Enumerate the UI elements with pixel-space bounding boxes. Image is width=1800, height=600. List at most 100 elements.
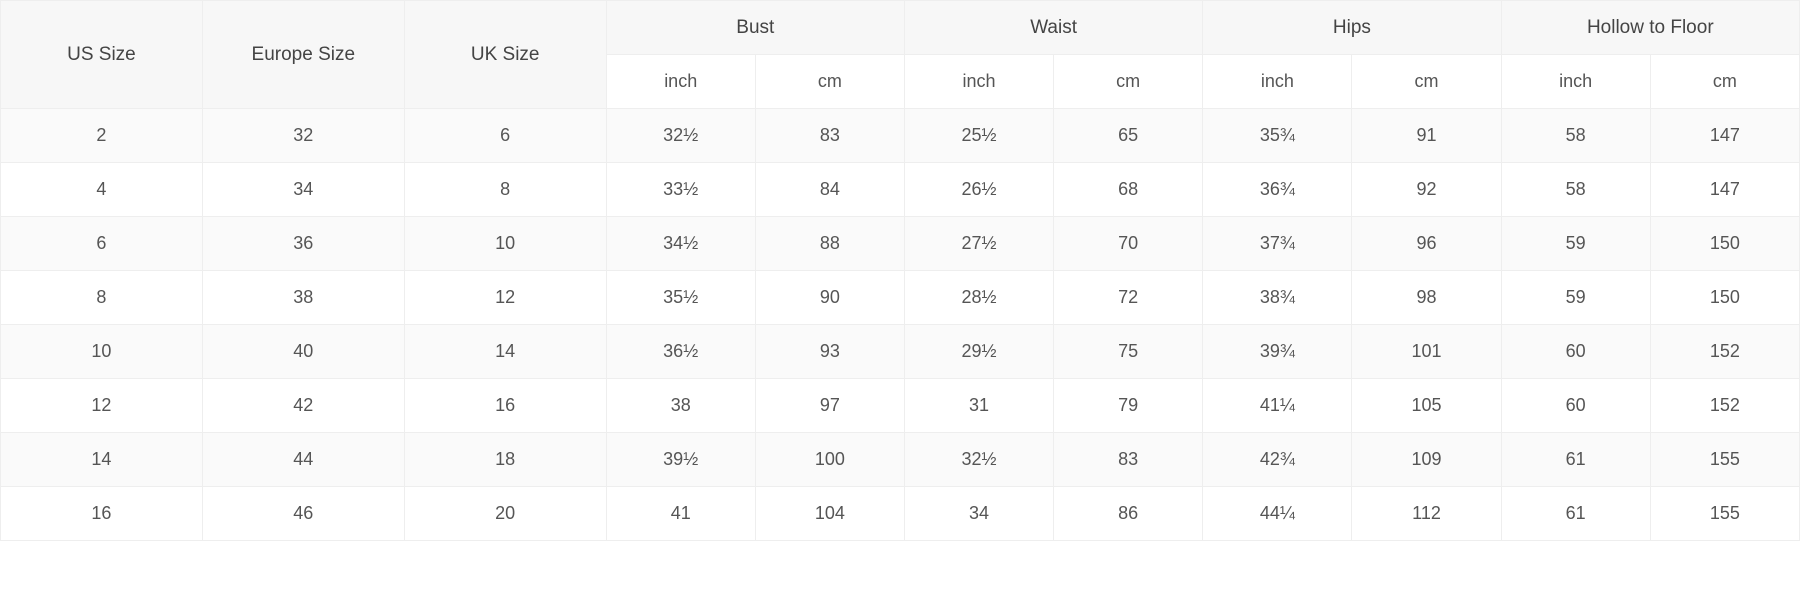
- cell-htf-cm: 152: [1650, 325, 1799, 379]
- cell-uk-size: 12: [404, 271, 606, 325]
- cell-hips-cm: 105: [1352, 379, 1501, 433]
- unit-hips-inch: inch: [1203, 55, 1352, 109]
- cell-us-size: 16: [1, 487, 203, 541]
- cell-uk-size: 8: [404, 163, 606, 217]
- cell-bust-inch: 32½: [606, 109, 755, 163]
- table-row: 16462041104348644¼11261155: [1, 487, 1800, 541]
- cell-bust-cm: 84: [755, 163, 904, 217]
- cell-europe-size: 42: [202, 379, 404, 433]
- cell-htf-inch: 61: [1501, 487, 1650, 541]
- col-header-uk-size: UK Size: [404, 1, 606, 109]
- cell-hips-cm: 91: [1352, 109, 1501, 163]
- cell-htf-inch: 58: [1501, 109, 1650, 163]
- cell-waist-inch: 25½: [904, 109, 1053, 163]
- cell-bust-cm: 90: [755, 271, 904, 325]
- cell-bust-cm: 93: [755, 325, 904, 379]
- cell-waist-cm: 70: [1054, 217, 1203, 271]
- cell-uk-size: 16: [404, 379, 606, 433]
- unit-htf-cm: cm: [1650, 55, 1799, 109]
- cell-htf-cm: 147: [1650, 163, 1799, 217]
- table-row: 14441839½10032½8342¾10961155: [1, 433, 1800, 487]
- cell-hips-cm: 96: [1352, 217, 1501, 271]
- cell-europe-size: 46: [202, 487, 404, 541]
- col-header-europe-size: Europe Size: [202, 1, 404, 109]
- cell-waist-cm: 72: [1054, 271, 1203, 325]
- cell-us-size: 4: [1, 163, 203, 217]
- cell-europe-size: 36: [202, 217, 404, 271]
- cell-waist-inch: 34: [904, 487, 1053, 541]
- cell-us-size: 2: [1, 109, 203, 163]
- table-row: 10401436½9329½7539¾10160152: [1, 325, 1800, 379]
- cell-htf-inch: 59: [1501, 217, 1650, 271]
- cell-htf-cm: 152: [1650, 379, 1799, 433]
- cell-bust-inch: 34½: [606, 217, 755, 271]
- cell-bust-cm: 83: [755, 109, 904, 163]
- table-row: 8381235½9028½7238¾9859150: [1, 271, 1800, 325]
- cell-us-size: 6: [1, 217, 203, 271]
- unit-bust-cm: cm: [755, 55, 904, 109]
- cell-htf-cm: 150: [1650, 271, 1799, 325]
- cell-waist-cm: 79: [1054, 379, 1203, 433]
- cell-htf-inch: 61: [1501, 433, 1650, 487]
- cell-us-size: 8: [1, 271, 203, 325]
- cell-bust-inch: 39½: [606, 433, 755, 487]
- table-row: 232632½8325½6535¾9158147: [1, 109, 1800, 163]
- table-row: 1242163897317941¼10560152: [1, 379, 1800, 433]
- cell-europe-size: 44: [202, 433, 404, 487]
- cell-hips-cm: 98: [1352, 271, 1501, 325]
- cell-waist-inch: 28½: [904, 271, 1053, 325]
- cell-htf-inch: 59: [1501, 271, 1650, 325]
- cell-europe-size: 40: [202, 325, 404, 379]
- header-row-main: US Size Europe Size UK Size Bust Waist H…: [1, 1, 1800, 55]
- cell-waist-cm: 75: [1054, 325, 1203, 379]
- cell-waist-cm: 68: [1054, 163, 1203, 217]
- cell-bust-inch: 38: [606, 379, 755, 433]
- cell-uk-size: 6: [404, 109, 606, 163]
- table-row: 434833½8426½6836¾9258147: [1, 163, 1800, 217]
- cell-us-size: 14: [1, 433, 203, 487]
- cell-htf-inch: 60: [1501, 325, 1650, 379]
- cell-bust-inch: 36½: [606, 325, 755, 379]
- unit-bust-inch: inch: [606, 55, 755, 109]
- cell-htf-cm: 155: [1650, 433, 1799, 487]
- cell-us-size: 12: [1, 379, 203, 433]
- cell-hips-inch: 35¾: [1203, 109, 1352, 163]
- cell-bust-cm: 104: [755, 487, 904, 541]
- cell-waist-cm: 86: [1054, 487, 1203, 541]
- cell-waist-inch: 32½: [904, 433, 1053, 487]
- cell-waist-cm: 83: [1054, 433, 1203, 487]
- unit-htf-inch: inch: [1501, 55, 1650, 109]
- cell-uk-size: 14: [404, 325, 606, 379]
- cell-waist-inch: 29½: [904, 325, 1053, 379]
- cell-waist-inch: 26½: [904, 163, 1053, 217]
- cell-hips-inch: 37¾: [1203, 217, 1352, 271]
- cell-hips-inch: 36¾: [1203, 163, 1352, 217]
- cell-waist-inch: 27½: [904, 217, 1053, 271]
- cell-hips-inch: 41¼: [1203, 379, 1352, 433]
- col-header-hollow-to-floor: Hollow to Floor: [1501, 1, 1799, 55]
- cell-hips-inch: 42¾: [1203, 433, 1352, 487]
- cell-hips-inch: 39¾: [1203, 325, 1352, 379]
- unit-waist-inch: inch: [904, 55, 1053, 109]
- cell-hips-inch: 38¾: [1203, 271, 1352, 325]
- cell-bust-cm: 88: [755, 217, 904, 271]
- cell-bust-inch: 33½: [606, 163, 755, 217]
- unit-hips-cm: cm: [1352, 55, 1501, 109]
- cell-hips-inch: 44¼: [1203, 487, 1352, 541]
- col-header-us-size: US Size: [1, 1, 203, 109]
- col-header-bust: Bust: [606, 1, 904, 55]
- cell-waist-cm: 65: [1054, 109, 1203, 163]
- cell-europe-size: 34: [202, 163, 404, 217]
- cell-bust-inch: 41: [606, 487, 755, 541]
- cell-htf-cm: 155: [1650, 487, 1799, 541]
- cell-waist-inch: 31: [904, 379, 1053, 433]
- table-head: US Size Europe Size UK Size Bust Waist H…: [1, 1, 1800, 109]
- cell-bust-inch: 35½: [606, 271, 755, 325]
- col-header-hips: Hips: [1203, 1, 1501, 55]
- col-header-waist: Waist: [904, 1, 1202, 55]
- cell-htf-cm: 147: [1650, 109, 1799, 163]
- size-chart-table: US Size Europe Size UK Size Bust Waist H…: [0, 0, 1800, 541]
- cell-hips-cm: 109: [1352, 433, 1501, 487]
- cell-hips-cm: 112: [1352, 487, 1501, 541]
- table-body: 232632½8325½6535¾9158147434833½8426½6836…: [1, 109, 1800, 541]
